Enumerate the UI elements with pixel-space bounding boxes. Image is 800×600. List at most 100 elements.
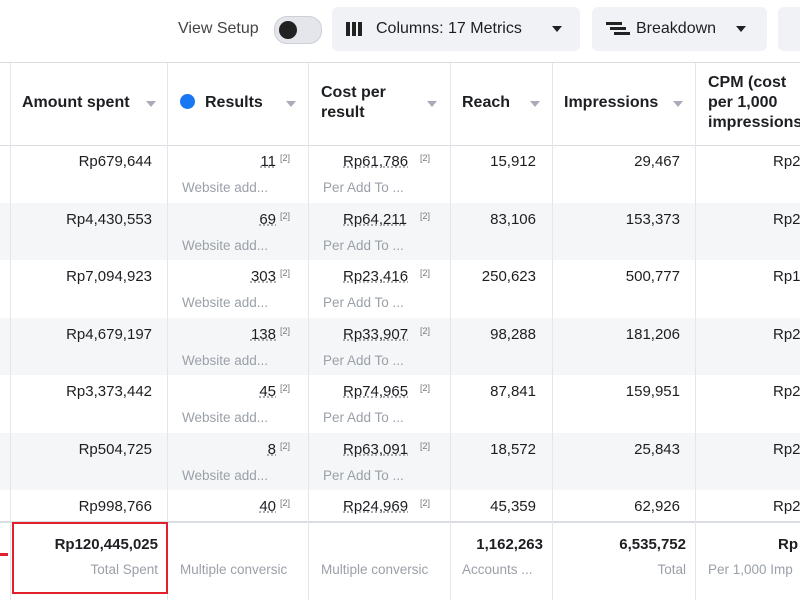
totals-reach-label: Accounts ... (462, 562, 533, 577)
results-note: [2] (280, 268, 291, 278)
row-stripe (0, 202, 800, 260)
cost-value[interactable]: Rp23,416 (343, 268, 409, 285)
columns-button[interactable]: Columns: 17 Metrics (332, 7, 580, 51)
results-value[interactable]: 40 (259, 498, 276, 515)
column-divider (10, 63, 11, 600)
highlight-arrow (0, 553, 8, 556)
results-type: Website add... (182, 352, 269, 368)
cost-type: Per Add To ... (323, 180, 404, 195)
results-value[interactable]: 11 (260, 153, 276, 170)
impressions-cell: 159,951 (625, 383, 680, 400)
results-type: Website add... (182, 180, 269, 195)
cpm-cell: Rp1 (773, 268, 800, 285)
header-border (0, 145, 800, 146)
results-type: Website add... (182, 467, 269, 483)
columns-label: Columns: 17 Metrics (376, 20, 522, 37)
sort-icon[interactable] (427, 101, 437, 107)
reach-cell: 15,912 (490, 153, 536, 170)
cost-note: [2] (420, 325, 431, 336)
column-divider (695, 63, 696, 600)
amount-cell: Rp679,644 (78, 153, 152, 170)
totals-impressions: 6,535,752 (619, 536, 686, 553)
results-value[interactable]: 8 (267, 440, 276, 458)
sort-icon[interactable] (286, 101, 296, 107)
results-value[interactable]: 303 (250, 268, 276, 285)
cost-note: [2] (420, 383, 431, 393)
cpm-cell: Rp2 (773, 325, 800, 343)
cost-value[interactable]: Rp74,965 (343, 383, 409, 400)
sort-icon[interactable] (530, 101, 540, 107)
reach-cell: 18,572 (490, 440, 536, 458)
highlight-box (12, 522, 168, 594)
impressions-cell: 62,926 (634, 498, 680, 515)
column-divider (552, 63, 553, 600)
totals-cpm-label: Per 1,000 Imp (708, 562, 793, 577)
totals-amount: Rp120,445,025 (54, 536, 158, 553)
results-type: Website add... (182, 410, 269, 425)
cost-note: [2] (420, 440, 431, 451)
results-note: [2] (280, 440, 291, 451)
cpm-cell: Rp2 (773, 440, 800, 458)
amount-cell: Rp3,373,442 (66, 383, 152, 400)
info-icon (180, 94, 195, 109)
header-cell: Results (205, 94, 263, 111)
cost-type: Per Add To ... (323, 410, 404, 425)
totals-border (0, 521, 800, 523)
cost-note: [2] (420, 268, 431, 278)
results-type: Website add... (182, 237, 269, 253)
results-type: Website add... (182, 295, 269, 310)
totals-amount-label: Total Spent (90, 562, 158, 577)
column-divider (167, 63, 168, 600)
breakdown-button[interactable]: Breakdown (592, 7, 767, 51)
cost-value[interactable]: Rp63,091 (343, 440, 409, 458)
reach-cell: 98,288 (490, 325, 536, 343)
results-note: [2] (280, 153, 291, 163)
cost-note: [2] (420, 498, 431, 508)
totals-reach: 1,162,263 (476, 536, 543, 553)
cpm-cell: Rp2 (773, 153, 800, 170)
sort-icon[interactable] (673, 101, 683, 107)
results-value[interactable]: 45 (259, 383, 276, 400)
header-cell: Reach (462, 94, 511, 111)
header-cell: Amount spent (22, 94, 130, 111)
results-value[interactable]: 138 (250, 325, 276, 343)
cpm-cell: Rp2 (773, 383, 800, 400)
cost-value[interactable]: Rp24,969 (343, 498, 409, 515)
column-divider (308, 63, 309, 600)
results-value[interactable]: 69 (259, 210, 276, 228)
reach-cell: 87,841 (490, 383, 536, 400)
view-setup-label: View Setup (178, 20, 259, 37)
impressions-cell: 25,843 (634, 440, 680, 458)
totals-cost-label: Multiple conversic (321, 562, 429, 577)
results-note: [2] (280, 325, 291, 336)
cost-note: [2] (420, 153, 431, 163)
cost-value[interactable]: Rp61,786 (343, 153, 409, 170)
header-cell: Impressions (564, 94, 659, 111)
amount-cell: Rp504,725 (78, 440, 152, 458)
breakdown-label: Breakdown (636, 20, 717, 37)
impressions-cell: 153,373 (625, 210, 680, 228)
impressions-cell: 500,777 (625, 268, 680, 285)
more-button[interactable] (778, 7, 800, 51)
row-stripe (0, 432, 800, 490)
results-note: [2] (280, 210, 291, 221)
cost-type: Per Add To ... (323, 352, 404, 368)
results-note: [2] (280, 383, 291, 393)
amount-cell: Rp998,766 (78, 498, 152, 515)
table (0, 62, 800, 600)
cost-type: Per Add To ... (323, 467, 404, 483)
cost-type: Per Add To ... (323, 295, 404, 310)
cpm-cell: Rp2 (773, 498, 800, 515)
cost-value[interactable]: Rp33,907 (343, 325, 409, 343)
view-setup-toggle[interactable] (274, 16, 322, 44)
sort-icon[interactable] (146, 101, 156, 107)
amount-cell: Rp4,679,197 (66, 325, 152, 343)
totals-cpm: Rp (778, 536, 798, 553)
cost-type: Per Add To ... (323, 237, 404, 253)
impressions-cell: 29,467 (634, 153, 680, 170)
reach-cell: 83,106 (490, 210, 536, 228)
cost-value[interactable]: Rp64,211 (343, 210, 407, 228)
reach-cell: 45,359 (490, 498, 536, 515)
totals-results-label: Multiple conversic (180, 562, 288, 577)
